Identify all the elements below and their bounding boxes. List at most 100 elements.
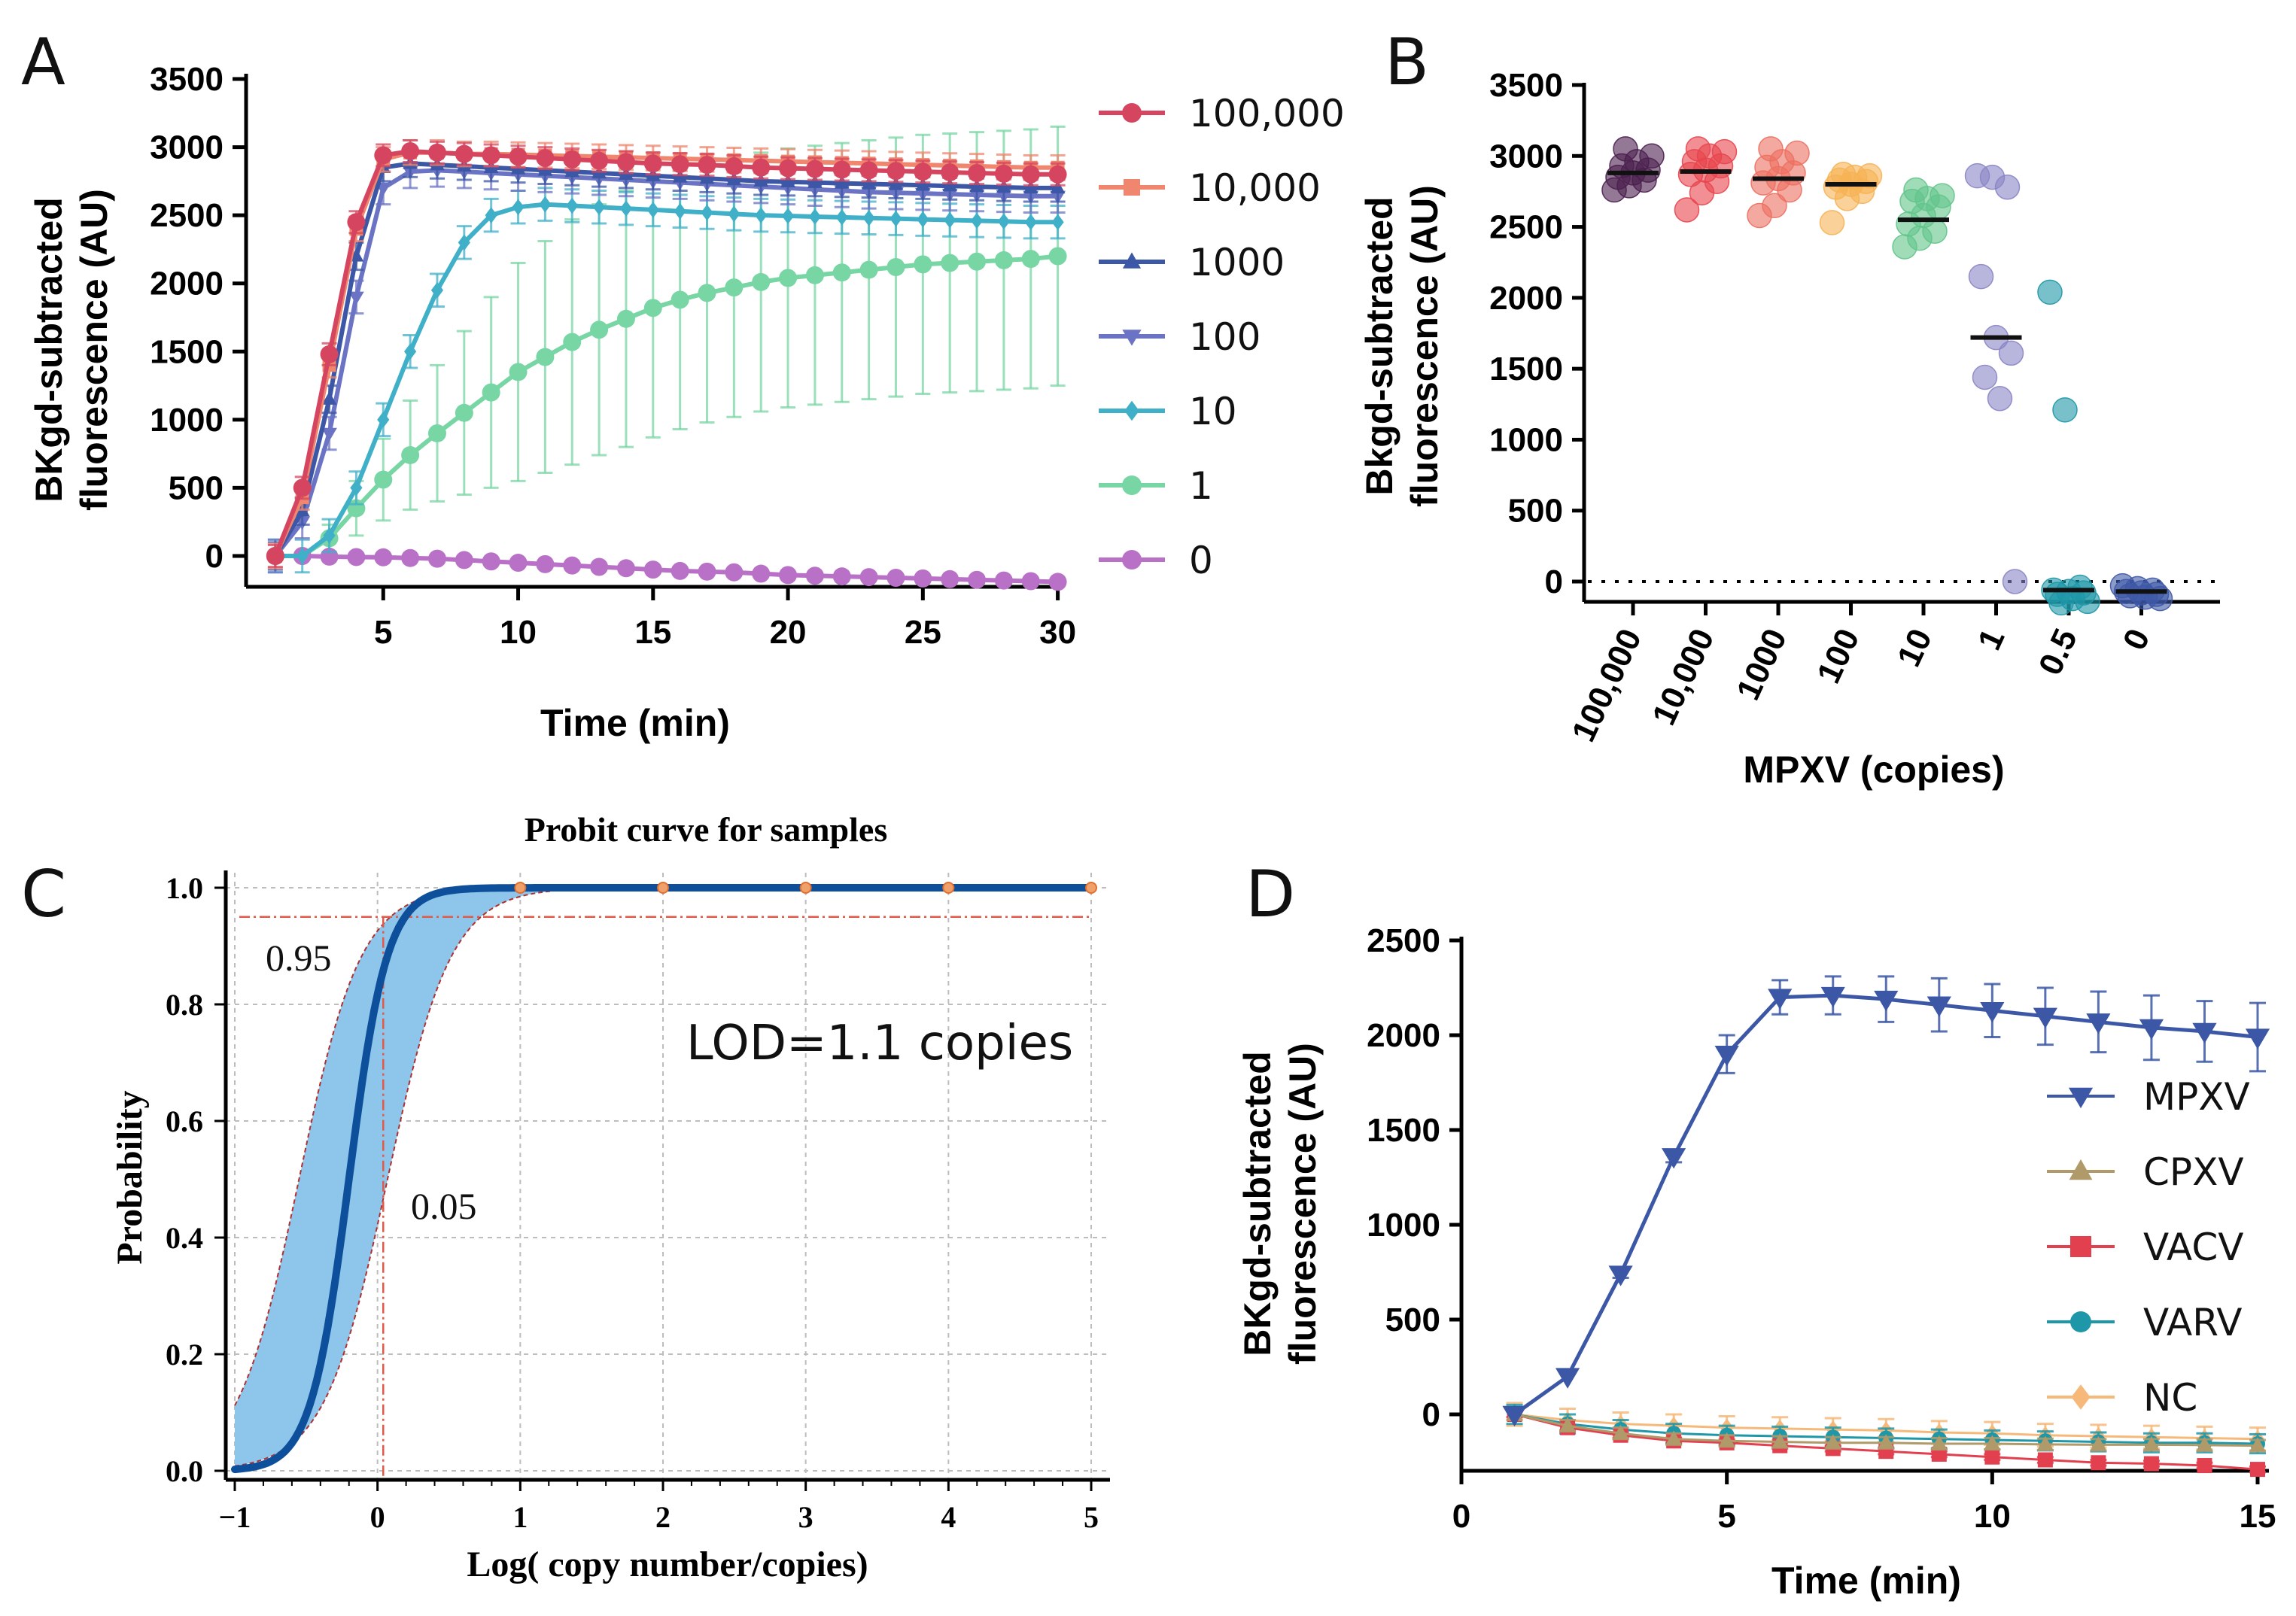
panel-a-data-point	[616, 309, 635, 328]
panel-a-data-point	[835, 209, 848, 226]
panel-a-legend-item: 100	[1099, 315, 1261, 359]
panel-a-x-label: Time (min)	[540, 702, 730, 744]
panel-a-data-point	[590, 151, 609, 170]
panel-c-x-label: Log( copy number/copies)	[467, 1545, 868, 1584]
panel-c-x-tick-label: 3	[798, 1500, 813, 1534]
panel-a-data-point	[888, 177, 904, 190]
panel-a-data-point	[1050, 180, 1066, 194]
panel-a-data-point	[643, 560, 662, 579]
panel-a-data-point	[832, 263, 851, 282]
panel-a-legend-label: 100	[1189, 315, 1261, 359]
panel-a-data-point	[699, 170, 715, 184]
panel-a-data-point	[348, 291, 364, 305]
panel-a-data-point	[861, 176, 877, 190]
panel-c-x-tick-label: 2	[655, 1500, 671, 1534]
panel-d-legend-item: VARV	[2047, 1301, 2242, 1344]
panel-d-data-point	[1820, 986, 1845, 1008]
panel-a-data-point	[1024, 214, 1037, 230]
panel-b-x-tick-label: 10	[1890, 624, 1939, 673]
panel-d-data-point	[2197, 1458, 2212, 1474]
panel-b-data-point	[1903, 177, 1929, 203]
panel-b-data-point	[1972, 364, 1998, 390]
panel-a-data-point	[805, 266, 824, 284]
panel-b-data-point	[1784, 140, 1810, 166]
panel-c-label-005: 0.05	[411, 1185, 477, 1227]
panel-a-series-line	[273, 168, 1058, 557]
panel-a-legend-label: 1	[1189, 464, 1213, 508]
panel-b-data-point	[1711, 138, 1738, 165]
panel-a-data-point	[536, 554, 555, 573]
panel-d-data-point	[2033, 1007, 2057, 1028]
panel-c-y-tick-label: 0.8	[166, 988, 203, 1022]
panel-d-data-point	[2091, 1455, 2106, 1471]
panel-a-legend-item: 10,000	[1099, 166, 1321, 210]
panel-d-data-point	[1502, 1405, 1527, 1427]
panel-a-legend-label: 1000	[1189, 241, 1285, 284]
panel-c-y-tick-label: 0.6	[166, 1104, 203, 1138]
panel-a-data-point	[671, 155, 689, 174]
panel-b-x-tick-label: 0.5	[2032, 624, 2085, 681]
panel-a-series-line	[275, 202, 1058, 558]
panel-a-data-point	[996, 179, 1011, 193]
panel-c-y-label: Probability	[110, 1090, 150, 1264]
panel-d-legend-marker	[2069, 1159, 2093, 1180]
panel-a-data-point	[320, 345, 339, 363]
panel-a-data-point	[458, 234, 470, 251]
panel-a-data-point	[914, 569, 932, 588]
panel-a-data-point	[485, 207, 497, 223]
panel-d-data-point	[2143, 1456, 2159, 1472]
panel-a-data-point	[805, 159, 824, 178]
panel-d-data-point	[1930, 1435, 1948, 1450]
panel-a-legend-marker	[1122, 252, 1142, 269]
panel-d-data-point	[1874, 990, 1899, 1012]
panel-a-data-point	[941, 570, 959, 588]
panel-c-data-point	[514, 882, 527, 894]
panel-d-series-1	[1506, 1405, 2266, 1453]
panel-d-legend-label: MPXV	[2143, 1075, 2250, 1119]
panel-a-data-point	[942, 178, 958, 192]
panel-d-legend-item: CPXV	[2047, 1150, 2244, 1194]
panel-d: D 0 500 1000 1500 2000 2500 0 5 10 15 MPXV CPXV VAC…	[1236, 857, 2276, 1602]
panel-a-data-point	[886, 162, 905, 181]
panel-d-y-tick-label: 1000	[1367, 1207, 1440, 1244]
panel-b-data-point	[1613, 136, 1638, 162]
panel-a-data-point	[1021, 250, 1040, 269]
panel-a-data-point	[779, 269, 798, 287]
panel-b-x-tick-label: 100,000	[1565, 624, 1649, 748]
panel-a-data-point	[752, 158, 771, 177]
panel-a-data-point	[509, 363, 528, 381]
panel-a-data-point	[671, 290, 689, 309]
panel-a-data-point	[430, 281, 444, 299]
panel-a-data-point	[1021, 165, 1040, 184]
panel-c-band-upper-edge	[234, 887, 1091, 1406]
panel-a-data-point	[808, 208, 822, 225]
panel-a-data-point	[941, 254, 959, 272]
panel-a-series-line	[273, 150, 1058, 557]
panel-a-series-line	[273, 161, 1058, 557]
panel-c-label-095: 0.95	[266, 937, 332, 979]
panel-a-data-point	[1048, 165, 1067, 184]
panel-a-data-point	[455, 551, 473, 570]
panel-a-y-tick-label: 3500	[150, 61, 224, 98]
panel-a-legend-label: 10	[1189, 390, 1237, 433]
panel-a-data-point	[779, 566, 798, 585]
panel-a-y-tick-label: 0	[205, 538, 224, 575]
panel-a-data-point	[563, 150, 582, 169]
panel-d-x-tick-label: 5	[1717, 1498, 1735, 1535]
panel-a-data-point	[914, 255, 932, 274]
panel-a-data-point	[427, 143, 446, 162]
panel-d-y-tick-label: 1500	[1367, 1112, 1440, 1149]
panel-a-data-point	[859, 260, 878, 279]
panel-a-data-point	[970, 212, 984, 229]
panel-b-data-point	[1994, 175, 2021, 200]
panel-b: B 0500100015002000250030003500100,00010,…	[1358, 25, 2220, 791]
panel-a-data-point	[832, 160, 851, 179]
panel-a-data-point	[296, 548, 309, 564]
panel-b-data-point	[1685, 136, 1711, 162]
panel-a-data-point	[643, 299, 662, 317]
panel-c-y-tick-label: 1.0	[166, 871, 203, 905]
panel-d-data-point	[2192, 1022, 2217, 1044]
panel-a-data-point	[377, 412, 390, 428]
panel-b-data-point	[1930, 183, 1955, 208]
